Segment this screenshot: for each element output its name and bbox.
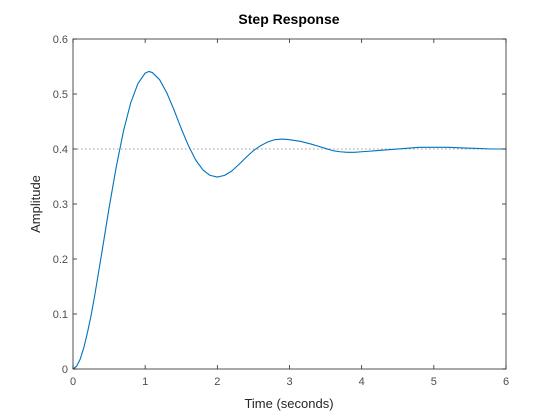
step-response-line [72, 70, 506, 370]
y-tick-label: 0.1 [53, 309, 68, 321]
x-tick-label: 2 [214, 376, 220, 388]
y-tick-label: 0.5 [53, 89, 68, 101]
plot-area: 0 1 2 3 4 5 6 0 0.1 0.2 0.3 0.4 0.5 0.6 [53, 34, 509, 388]
x-tick-label: 6 [503, 376, 509, 388]
y-tick-label: 0.2 [53, 254, 68, 266]
x-axis-label: Time (seconds) [244, 396, 333, 411]
x-tick-label: 4 [359, 376, 365, 388]
x-tick-label: 5 [431, 376, 437, 388]
x-tick-label: 1 [142, 376, 148, 388]
y-tick-label: 0.6 [53, 34, 68, 46]
chart-title: Step Response [238, 11, 339, 27]
y-tick-label: 0.3 [53, 199, 68, 211]
y-axis-label: Amplitude [28, 175, 43, 233]
y-tick-label: 0 [62, 364, 68, 376]
x-tick-label: 0 [70, 376, 76, 388]
y-tick-label: 0.4 [53, 144, 68, 156]
x-tick-label: 3 [286, 376, 292, 388]
